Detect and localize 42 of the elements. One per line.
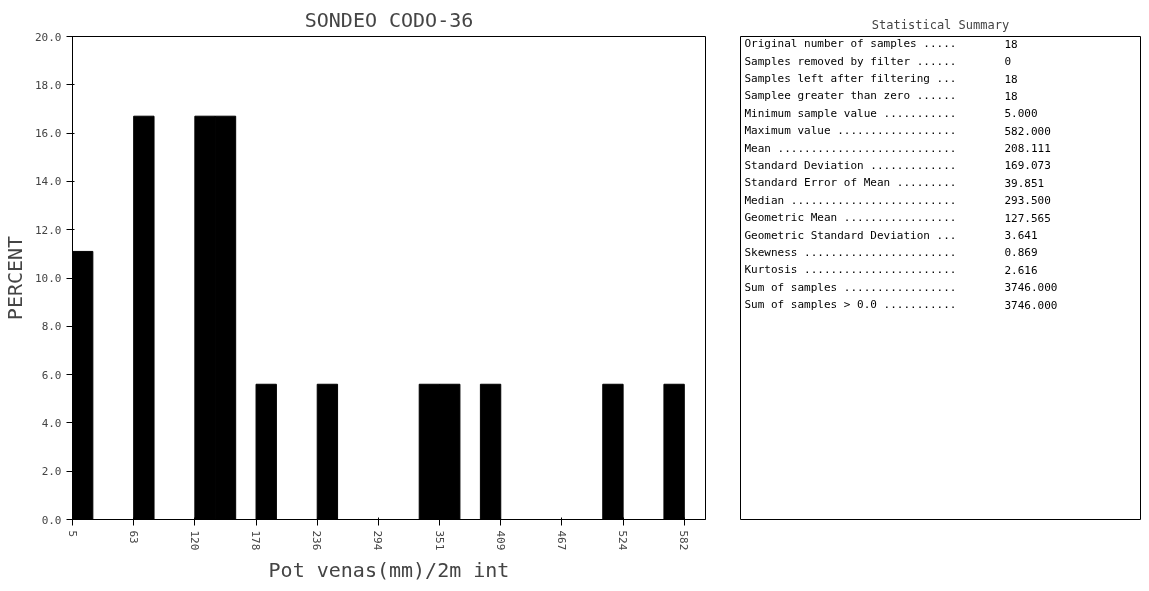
text: Standard Deviation ............. 169.073 (744, 158, 1051, 173)
x-tick-label: 409 (493, 530, 507, 551)
x-tick-label: 351 (432, 530, 446, 551)
x-tick-label: 294 (371, 530, 385, 551)
text: Minimum sample value ........... 5.000 (744, 106, 1038, 121)
text: Mean ........................... 208.111 (744, 141, 1051, 156)
text: Geometric Mean ................. 127.565 (744, 211, 1051, 225)
x-tick-label: 63 (126, 530, 140, 544)
y-tick-label: 6.0 (41, 368, 62, 382)
text: Standard Error of Mean ......... 39.851 (744, 176, 1045, 190)
y-tick-label: 8.0 (41, 320, 62, 334)
x-tick-label: 236 (310, 530, 324, 551)
text: Samples removed by filter ...... 0 (744, 54, 1012, 69)
text: Median ......................... 293.500 (744, 193, 1051, 208)
y-tick-label: 4.0 (41, 416, 62, 430)
text: Sum of samples > 0.0 ........... 3746.000 (744, 298, 1058, 312)
x-tick-label: 5 (65, 530, 79, 538)
text: Original number of samples ..... 18 (744, 37, 1018, 51)
text: Geometric Standard Deviation ... 3.641 (744, 228, 1038, 243)
y-tick-label: 0.0 (41, 513, 62, 527)
text: Maximum value .................. 582.000 (744, 124, 1051, 138)
x-tick-label: 178 (249, 530, 263, 551)
x-tick-label: 524 (616, 530, 630, 551)
y-axis-title: PERCENT (3, 235, 28, 321)
text: Samplee greater than zero ...... 18 (744, 89, 1018, 103)
x-axis-title: Pot venas(mm)/2m int (268, 558, 510, 583)
text: Sum of samples ................. 3746.000 (744, 280, 1058, 295)
text: Skewness ....................... 0.869 (744, 245, 1038, 260)
x-tick-label: 467 (554, 530, 568, 551)
y-tick-label: 10.0 (35, 272, 62, 285)
text: Kurtosis ....................... 2.616 (744, 263, 1038, 277)
y-tick-label: 20.0 (35, 30, 62, 44)
y-tick-label: 14.0 (35, 175, 62, 189)
chart-title: SONDEO CODO-36 (304, 7, 474, 32)
x-tick-label: 120 (187, 530, 201, 551)
y-tick-label: 18.0 (35, 78, 62, 92)
y-tick-label: 16.0 (35, 127, 62, 141)
x-tick-label: 582 (677, 530, 691, 551)
text: Samples left after filtering ... 18 (744, 72, 1018, 86)
y-tick-label: 2.0 (41, 465, 62, 479)
text: Statistical Summary (871, 17, 1010, 32)
y-tick-label: 12.0 (35, 223, 62, 237)
